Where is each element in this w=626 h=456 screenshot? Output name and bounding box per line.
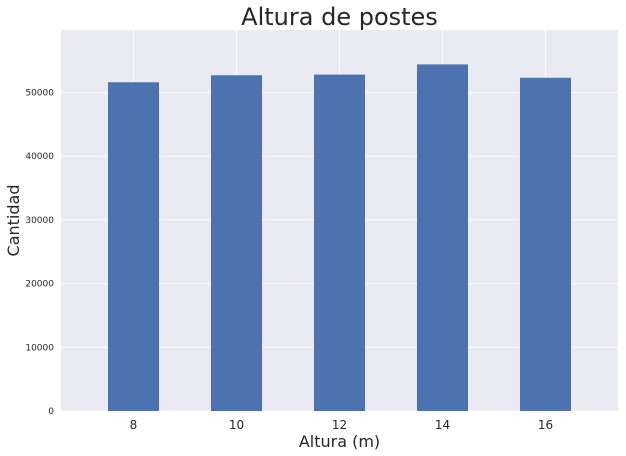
y-axis-label: Cantidad: [4, 185, 23, 257]
x-axis-ticks: 8 10 12 14 16: [130, 418, 553, 432]
x-tick-label: 10: [229, 418, 244, 432]
y-tick-label: 20000: [25, 280, 54, 290]
bar-10: [211, 75, 262, 412]
y-tick-label: 10000: [25, 343, 54, 353]
bar-8: [108, 82, 159, 412]
bar-16: [520, 77, 571, 412]
bar-12: [314, 74, 365, 411]
x-tick-label: 12: [332, 418, 347, 432]
x-tick-label: 8: [130, 418, 138, 432]
y-tick-label: 50000: [25, 88, 54, 98]
y-tick-label: 30000: [25, 216, 54, 226]
chart-title: Altura de postes: [241, 3, 438, 31]
x-tick-label: 16: [538, 418, 553, 432]
x-tick-label: 14: [435, 418, 450, 432]
x-axis-label: Altura (m): [299, 432, 380, 451]
bars: [108, 64, 571, 412]
y-axis-ticks: 0 10000 20000 30000 40000 50000: [25, 88, 54, 417]
bar-14: [417, 64, 468, 411]
y-tick-label: 40000: [25, 152, 54, 162]
y-tick-label: 0: [48, 407, 54, 417]
